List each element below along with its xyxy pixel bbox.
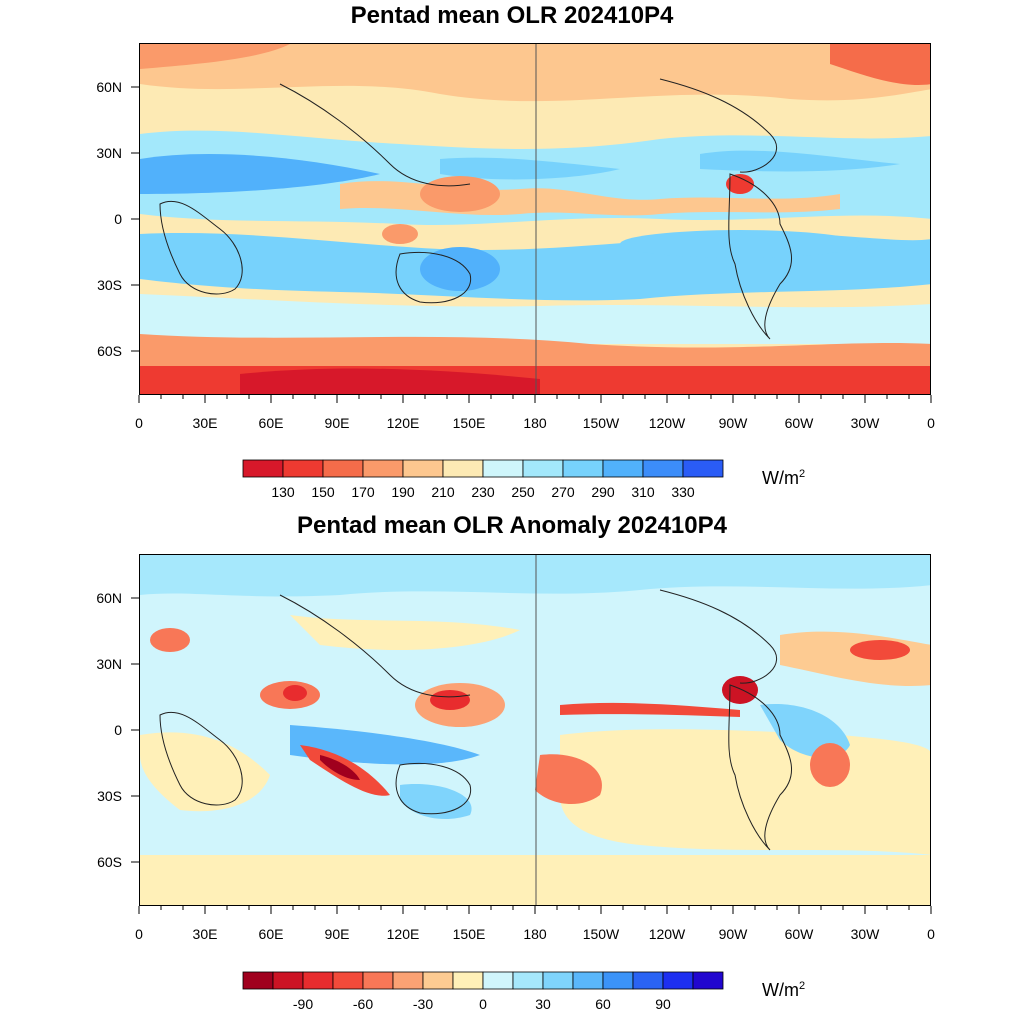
longitude-label: 60E — [259, 415, 284, 431]
colorbar-swatch — [422, 971, 454, 990]
colorbar-swatch — [632, 971, 664, 990]
olr-map-title: Pentad mean OLR 202410P4 — [350, 2, 674, 29]
olr-anomaly-map-title: Pentad mean OLR Anomaly 202410P4 — [297, 512, 727, 539]
longitude-label: 90W — [719, 926, 749, 942]
colorbar-tick-label: 330 — [671, 484, 695, 498]
longitude-label: 90E — [325, 926, 350, 942]
longitude-label: 0 — [927, 415, 935, 431]
latitude-label: 0 — [114, 211, 122, 227]
colorbar-swatch — [362, 459, 404, 478]
longitude-label: 120W — [649, 926, 686, 942]
colorbar-swatch — [602, 971, 634, 990]
colorbar-tick-label: 290 — [591, 484, 615, 498]
colorbar-swatch — [482, 459, 524, 478]
longitude-label: 150W — [583, 926, 620, 942]
colorbar-tick-label: 170 — [351, 484, 375, 498]
olr-map-axes: 60N 30N 0 30S 60S 0 30E 60E 90E 120E 150… — [96, 79, 935, 431]
longitude-label: 60E — [259, 926, 284, 942]
colorbar-tick-label: 310 — [631, 484, 655, 498]
longitude-label: 30W — [851, 415, 881, 431]
longitude-label: 30E — [193, 415, 218, 431]
latitude-label: 60N — [96, 590, 122, 606]
colorbar-swatch — [562, 459, 604, 478]
longitude-label: 30E — [193, 926, 218, 942]
olr-map — [139, 43, 931, 395]
colorbar-swatch — [692, 971, 724, 990]
olr-colorbar: 130 150 170 190 210 230 250 270 290 310 330 — [242, 459, 724, 498]
latitude-label: 60S — [97, 854, 122, 870]
colorbar-swatch — [522, 459, 564, 478]
longitude-label: 180 — [523, 415, 547, 431]
colorbar-swatch — [242, 459, 284, 478]
longitude-label: 150E — [453, 926, 486, 942]
longitude-label: 0 — [135, 415, 143, 431]
colorbar-swatch — [402, 459, 444, 478]
colorbar-tick-label: -90 — [293, 996, 313, 1010]
longitude-label: 180 — [523, 926, 547, 942]
colorbar-tick-label: 30 — [535, 996, 551, 1010]
olr-anomaly-map-axes: 60N 30N 0 30S 60S 0 30E 60E 90E 120E 150… — [96, 590, 935, 942]
colorbar-tick-label: 230 — [471, 484, 495, 498]
olr-anomaly-colorbar: -90 -60 -30 0 30 60 90 — [242, 971, 724, 1010]
latitude-label: 30S — [97, 788, 122, 804]
colorbar-tick-label: 0 — [479, 996, 487, 1010]
colorbar-swatch — [362, 971, 394, 990]
longitude-label: 150W — [583, 415, 620, 431]
colorbar-tick-label: 210 — [431, 484, 455, 498]
longitude-label: 0 — [927, 926, 935, 942]
colorbar-tick-label: -60 — [353, 996, 373, 1010]
colorbar-swatch — [322, 459, 364, 478]
colorbar-swatch — [442, 459, 484, 478]
longitude-label: 60W — [785, 926, 815, 942]
colorbar-tick-label: 250 — [511, 484, 535, 498]
colorbar-tick-label: -30 — [413, 996, 433, 1010]
colorbar-swatch — [282, 459, 324, 478]
colorbar-tick-label: 90 — [655, 996, 671, 1010]
longitude-label: 150E — [453, 415, 486, 431]
longitude-label: 60W — [785, 415, 815, 431]
colorbar-tick-label: 190 — [391, 484, 415, 498]
colorbar-swatch — [272, 971, 304, 990]
latitude-label: 60N — [96, 79, 122, 95]
longitude-label: 90E — [325, 415, 350, 431]
longitude-label: 30W — [851, 926, 881, 942]
latitude-label: 30S — [97, 277, 122, 293]
colorbar-tick-label: 60 — [595, 996, 611, 1010]
olr-anomaly-map — [139, 554, 931, 906]
latitude-label: 0 — [114, 722, 122, 738]
colorbar-swatch — [682, 459, 724, 478]
colorbar-swatch — [482, 971, 514, 990]
colorbar-tick-label: 130 — [271, 484, 295, 498]
colorbar-units: W/m2 — [762, 980, 806, 1000]
latitude-label: 30N — [96, 656, 122, 672]
colorbar-units: W/m2 — [762, 468, 806, 488]
colorbar-swatch — [392, 971, 424, 990]
longitude-label: 120W — [649, 415, 686, 431]
colorbar-swatch — [572, 971, 604, 990]
longitude-label: 120E — [387, 926, 420, 942]
colorbar-swatch — [542, 971, 574, 990]
colorbar-swatch — [512, 971, 544, 990]
colorbar-swatch — [602, 459, 644, 478]
colorbar-swatch — [302, 971, 334, 990]
colorbar-tick-label: 150 — [311, 484, 335, 498]
colorbar-swatch — [642, 459, 684, 478]
latitude-label: 60S — [97, 343, 122, 359]
colorbar-tick-label: 270 — [551, 484, 575, 498]
latitude-label: 30N — [96, 145, 122, 161]
colorbar-swatch — [452, 971, 484, 990]
longitude-label: 0 — [135, 926, 143, 942]
colorbar-swatch — [332, 971, 364, 990]
longitude-label: 120E — [387, 415, 420, 431]
longitude-label: 90W — [719, 415, 749, 431]
colorbar-swatch — [662, 971, 694, 990]
colorbar-swatch — [242, 971, 274, 990]
